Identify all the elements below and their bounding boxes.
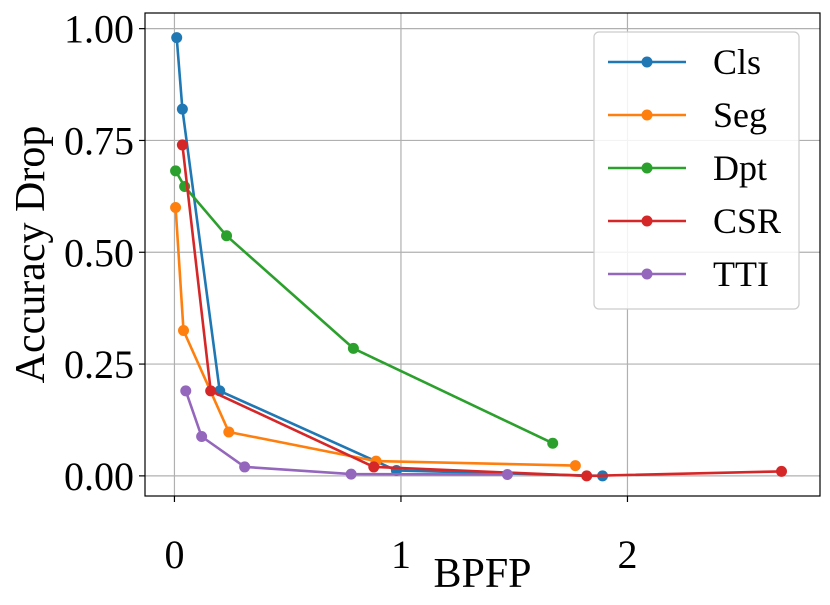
x-tick-label: 2 — [617, 532, 637, 577]
data-point-seg — [223, 426, 235, 438]
data-point-cls — [171, 32, 183, 44]
legend-marker-csr — [641, 215, 653, 227]
data-point-dpt — [547, 437, 559, 449]
legend-marker-cls — [641, 56, 653, 68]
x-axis-label: BPFP — [433, 551, 531, 597]
data-point-cls — [176, 103, 188, 115]
legend-label-csr: CSR — [713, 201, 781, 241]
axis-ticks: 0 1 2 0.00 0.25 0.50 0.75 1.00 — [64, 7, 637, 577]
data-point-csr — [368, 461, 380, 473]
legend-label-seg: Seg — [713, 95, 767, 135]
legend-marker-tti — [641, 268, 653, 280]
series-cls — [171, 32, 609, 482]
series-csr — [176, 139, 787, 482]
series-line-dpt — [174, 170, 554, 445]
y-tick-label: 0.25 — [64, 342, 134, 387]
data-point-tti — [239, 461, 251, 473]
data-point-seg — [170, 202, 182, 214]
legend-label-tti: TTI — [713, 254, 769, 294]
x-tick-label: 1 — [391, 532, 411, 577]
series-lines — [170, 32, 787, 482]
data-point-seg — [569, 460, 581, 472]
data-point-dpt — [221, 230, 233, 242]
data-point-tti — [345, 468, 357, 480]
legend-box — [593, 31, 800, 310]
y-axis-label: Accuracy Drop — [8, 126, 54, 384]
y-tick-label: 0.50 — [64, 230, 134, 275]
y-tick-label: 0.00 — [64, 454, 134, 499]
x-tick-label: 0 — [164, 532, 184, 577]
series-seg — [170, 202, 581, 472]
data-point-dpt — [347, 342, 359, 354]
data-point-csr — [581, 470, 593, 482]
series-dpt — [170, 165, 559, 449]
data-point-csr — [176, 139, 188, 151]
data-point-seg — [178, 325, 190, 337]
data-point-tti — [180, 385, 192, 397]
plot-frame — [144, 12, 821, 497]
legend-marker-dpt — [641, 162, 653, 174]
y-tick-label: 0.75 — [64, 118, 134, 163]
legend: Cls Seg Dpt CSR TTI — [593, 31, 800, 310]
legend-label-cls: Cls — [713, 42, 761, 82]
data-point-tti — [196, 431, 208, 443]
legend-marker-seg — [641, 109, 653, 121]
y-tick-label: 1.00 — [64, 7, 134, 52]
series-line-cls — [175, 37, 603, 478]
series-tti — [180, 385, 513, 481]
data-point-csr — [205, 385, 217, 397]
data-point-tti — [501, 469, 513, 481]
legend-label-dpt: Dpt — [713, 148, 767, 188]
data-point-dpt — [170, 165, 182, 177]
data-point-csr — [775, 465, 787, 477]
